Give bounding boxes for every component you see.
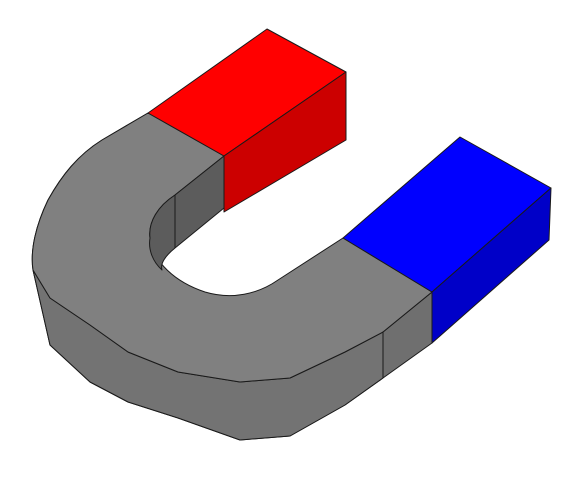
red-pole-side-face <box>223 71 347 213</box>
blue-pole-side-face <box>431 187 552 344</box>
magnet-body-inner-wall <box>149 155 225 271</box>
